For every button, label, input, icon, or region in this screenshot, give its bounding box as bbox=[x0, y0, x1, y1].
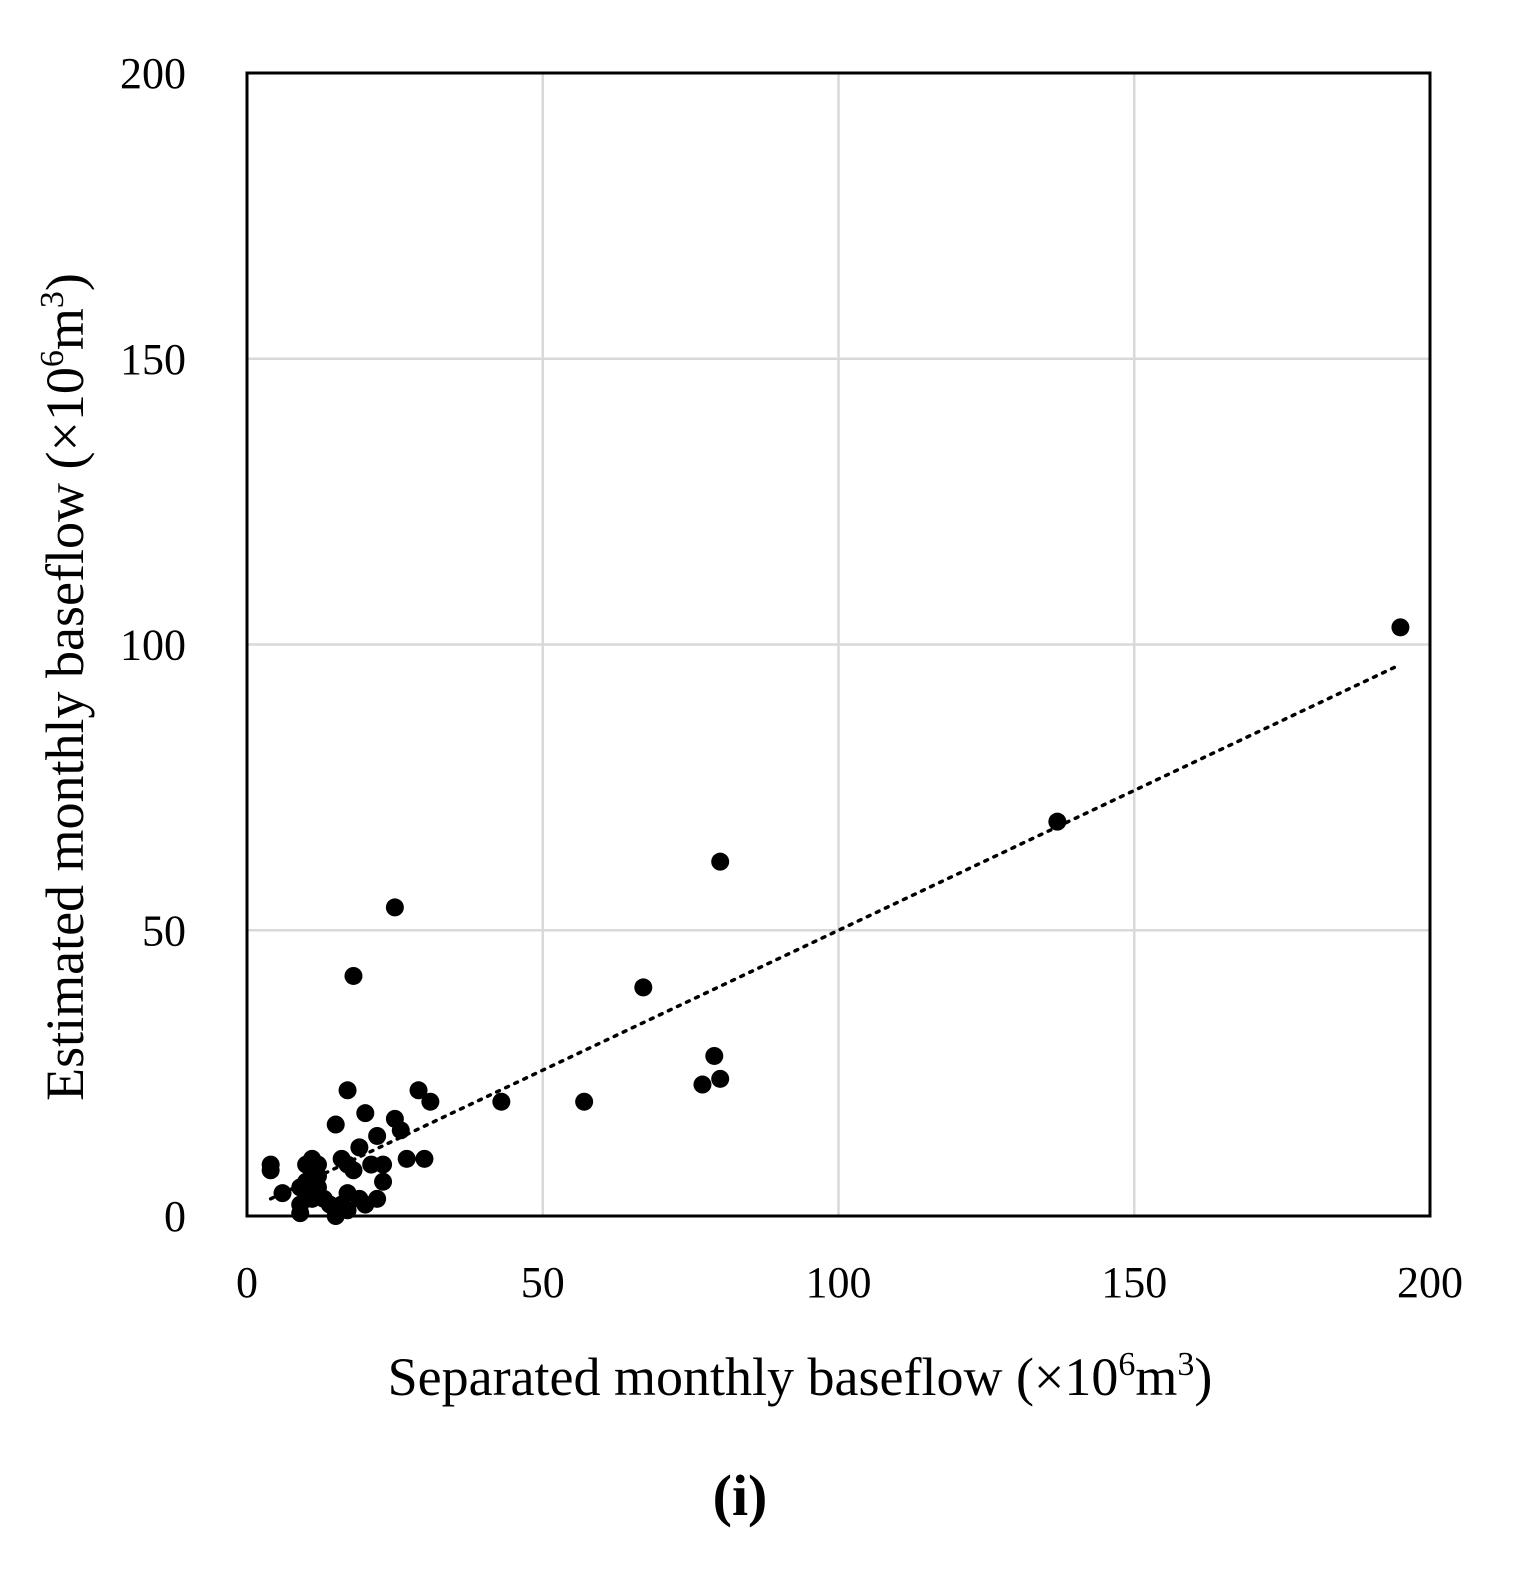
data-point-34 bbox=[374, 1155, 393, 1174]
data-point-35 bbox=[374, 1172, 393, 1191]
x-tick-label-1: 50 bbox=[521, 1258, 565, 1307]
y-tick-label-3: 150 bbox=[120, 335, 186, 384]
data-points bbox=[261, 618, 1410, 1225]
x-tick-label-2: 100 bbox=[806, 1258, 872, 1307]
data-point-17 bbox=[326, 1115, 345, 1134]
data-point-40 bbox=[409, 1081, 428, 1100]
x-tick-labels: 0 50 100 150 200 bbox=[236, 1258, 1463, 1307]
x-tick-label-4: 200 bbox=[1397, 1258, 1463, 1307]
data-point-39 bbox=[397, 1149, 416, 1168]
data-point-41 bbox=[415, 1149, 434, 1168]
data-point-43 bbox=[492, 1092, 511, 1111]
data-point-44 bbox=[575, 1092, 594, 1111]
data-point-25 bbox=[344, 966, 363, 985]
data-point-46 bbox=[693, 1075, 712, 1094]
y-tick-label-0: 0 bbox=[164, 1192, 186, 1241]
data-point-29 bbox=[356, 1104, 375, 1123]
data-point-27 bbox=[350, 1138, 369, 1157]
y-tick-label-4: 200 bbox=[120, 49, 186, 98]
y-axis-label: Estimated monthly baseflow (×106m3) bbox=[34, 273, 95, 1101]
y-tick-labels: 0 50 100 150 200 bbox=[120, 49, 186, 1241]
data-point-42 bbox=[421, 1092, 440, 1111]
trendline-group bbox=[268, 665, 1397, 1201]
panel-label: (i) bbox=[713, 1463, 768, 1528]
y-tick-label-2: 100 bbox=[120, 621, 186, 670]
y-tick-label-1: 50 bbox=[142, 906, 186, 955]
data-point-49 bbox=[711, 1069, 730, 1088]
gridlines bbox=[247, 73, 1430, 1216]
data-point-36 bbox=[385, 898, 404, 917]
data-point-21 bbox=[338, 1081, 357, 1100]
trendline bbox=[268, 665, 1397, 1201]
data-point-38 bbox=[391, 1121, 410, 1140]
data-point-47 bbox=[705, 1046, 724, 1065]
data-point-1 bbox=[261, 1161, 280, 1180]
data-point-33 bbox=[368, 1189, 387, 1208]
data-point-48 bbox=[711, 852, 730, 871]
data-point-45 bbox=[634, 978, 653, 997]
data-point-51 bbox=[1391, 618, 1410, 637]
plot-frame bbox=[245, 71, 1432, 1218]
data-point-32 bbox=[368, 1126, 387, 1145]
data-point-2 bbox=[273, 1184, 292, 1203]
data-point-5 bbox=[291, 1204, 310, 1223]
data-point-50 bbox=[1048, 812, 1067, 831]
x-axis-label: Separated monthly baseflow (×106m3) bbox=[388, 1346, 1213, 1407]
data-point-26 bbox=[344, 1161, 363, 1180]
x-tick-label-3: 150 bbox=[1101, 1258, 1167, 1307]
x-tick-label-0: 0 bbox=[236, 1258, 258, 1307]
